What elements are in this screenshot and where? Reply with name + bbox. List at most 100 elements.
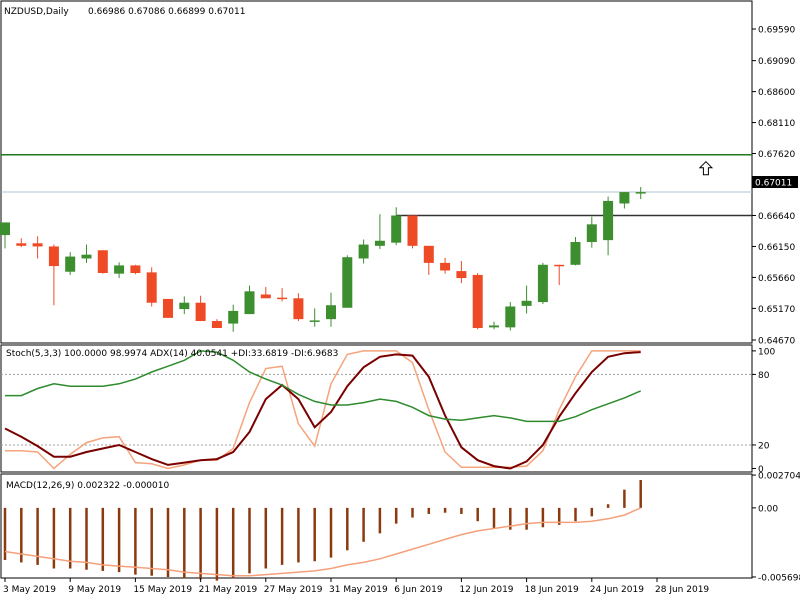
price-tick-label: 0.65170	[758, 305, 795, 315]
bull-candle[interactable]	[326, 292, 336, 327]
bull-candle[interactable]	[342, 255, 353, 308]
ohlc-values: 0.66986 0.67086 0.66899 0.67011	[88, 7, 245, 17]
candle-body	[586, 224, 597, 243]
bull-candle[interactable]	[505, 302, 516, 331]
bull-candle[interactable]	[619, 192, 630, 209]
candle-body	[619, 192, 630, 204]
stoch-pane-frame	[0, 344, 753, 473]
candle-body	[16, 243, 27, 246]
bull-candle[interactable]	[521, 285, 532, 314]
bull-candle[interactable]	[244, 285, 255, 315]
stoch-tick-label: 0	[758, 465, 764, 475]
bull-candle[interactable]	[0, 222, 10, 249]
up-arrow-icon	[698, 161, 714, 176]
bear-candle[interactable]	[16, 238, 27, 248]
current-price-badge: 0.67011	[755, 179, 792, 189]
bear-candle[interactable]	[440, 257, 451, 274]
date-tick-label: 27 May 2019	[264, 585, 323, 595]
candle-body	[244, 291, 255, 315]
candle-body	[440, 262, 451, 271]
candle-body	[179, 302, 190, 310]
price-tick-label: 0.65660	[758, 274, 795, 284]
date-tick-label: 24 Jun 2019	[590, 585, 644, 595]
bull-candle[interactable]	[586, 216, 597, 248]
candle-body	[603, 200, 614, 241]
date-tick-label: 15 May 2019	[133, 585, 192, 595]
macd-pane[interactable]	[3, 479, 642, 581]
macd-pane-frame	[0, 473, 753, 579]
bull-candle[interactable]	[635, 187, 646, 200]
bull-candle[interactable]	[570, 236, 581, 266]
bear-candle[interactable]	[260, 286, 271, 299]
stoch-tick-label: 80	[758, 371, 770, 381]
bear-candle[interactable]	[456, 260, 467, 284]
bull-candle[interactable]	[81, 244, 92, 263]
bull-candle[interactable]	[65, 252, 76, 275]
date-tick-label: 21 May 2019	[199, 585, 258, 595]
bear-candle[interactable]	[163, 298, 173, 318]
candle-body	[293, 298, 304, 320]
date-tick-label: 28 Jun 2019	[655, 585, 709, 595]
stoch-tick-label: 20	[758, 441, 770, 451]
bear-candle[interactable]	[97, 250, 108, 274]
price-tick-label: 0.68110	[758, 119, 795, 129]
bear-candle[interactable]	[293, 293, 304, 322]
bull-candle[interactable]	[309, 308, 320, 327]
bear-candle[interactable]	[211, 319, 222, 328]
candle-body	[130, 265, 141, 273]
macd-tick-label: 0.002704	[758, 472, 800, 482]
bull-candle[interactable]	[114, 262, 125, 279]
bull-candle[interactable]	[391, 207, 402, 246]
candle-body	[472, 274, 483, 328]
bull-candle[interactable]	[489, 321, 499, 330]
adx-line	[5, 350, 641, 423]
price-pane-frame	[0, 0, 753, 344]
symbol-label: NZDUSD,Daily	[4, 7, 69, 17]
bear-candle[interactable]	[423, 245, 434, 275]
bull-candle[interactable]	[374, 214, 385, 249]
bull-candle[interactable]	[358, 239, 369, 264]
bear-candle[interactable]	[472, 273, 483, 330]
stoch-adx-label: Stoch(5,3,3) 100.0000 98.9974 ADX(14) 40…	[6, 349, 338, 359]
price-tick-label: 0.67620	[758, 150, 795, 160]
candle-body	[114, 265, 125, 274]
candle-body	[537, 264, 548, 303]
candle-body	[570, 242, 581, 265]
bear-candle[interactable]	[554, 264, 565, 286]
candle-body	[65, 256, 76, 272]
price-tick-label: 0.66640	[758, 212, 795, 222]
bull-candle[interactable]	[537, 262, 548, 304]
bull-candle[interactable]	[228, 304, 239, 332]
candle-body	[277, 297, 288, 300]
candle-body	[146, 272, 157, 303]
stoch-tick-label: 100	[758, 347, 775, 357]
candle-body	[309, 320, 320, 322]
candle-body	[505, 306, 516, 328]
pane-frames	[0, 0, 753, 579]
bear-candle[interactable]	[48, 244, 59, 306]
bear-candle[interactable]	[407, 215, 418, 249]
stochastic-adx-pane[interactable]	[1, 350, 752, 470]
candle-body	[391, 215, 402, 243]
candle-body	[195, 302, 206, 322]
date-tick-label: 18 Jun 2019	[525, 585, 579, 595]
price-pane[interactable]	[0, 154, 752, 332]
bear-candle[interactable]	[277, 288, 288, 302]
bear-candle[interactable]	[130, 264, 141, 275]
price-tick-label: 0.66150	[758, 243, 795, 253]
bear-candle[interactable]	[195, 295, 206, 322]
candle-body	[423, 245, 434, 263]
price-tick-label: 0.64670	[758, 337, 795, 347]
bear-candle[interactable]	[32, 236, 43, 259]
candle-body	[456, 271, 467, 279]
candle-body	[326, 305, 336, 320]
bull-candle[interactable]	[603, 196, 614, 256]
price-tick-label: 0.68600	[758, 88, 795, 98]
bear-candle[interactable]	[146, 267, 157, 307]
date-tick-label: 6 Jun 2019	[394, 585, 443, 595]
macd-label: MACD(12,26,9) 0.002322 -0.000010	[6, 481, 169, 491]
bull-candle[interactable]	[179, 296, 190, 315]
candle-body	[407, 215, 418, 246]
